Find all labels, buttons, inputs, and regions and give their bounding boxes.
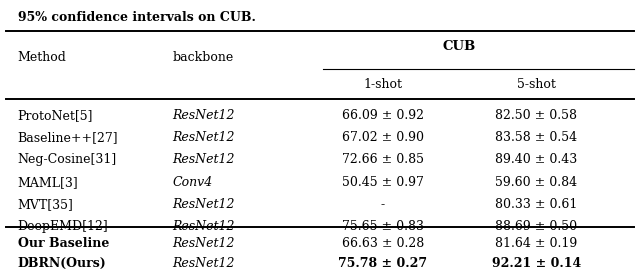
Text: 80.33 ± 0.61: 80.33 ± 0.61 xyxy=(495,198,577,211)
Text: 88.69 ± 0.50: 88.69 ± 0.50 xyxy=(495,220,577,233)
Text: Our Baseline: Our Baseline xyxy=(18,237,109,250)
Text: 83.58 ± 0.54: 83.58 ± 0.54 xyxy=(495,131,577,144)
Text: MAML[3]: MAML[3] xyxy=(18,176,79,189)
Text: ProtoNet[5]: ProtoNet[5] xyxy=(18,109,93,122)
Text: ResNet12: ResNet12 xyxy=(173,220,235,233)
Text: 66.63 ± 0.28: 66.63 ± 0.28 xyxy=(342,237,424,250)
Text: 59.60 ± 0.84: 59.60 ± 0.84 xyxy=(495,176,577,189)
Text: 95% confidence intervals on CUB.: 95% confidence intervals on CUB. xyxy=(18,11,255,24)
Text: ResNet12: ResNet12 xyxy=(173,237,235,250)
Text: -: - xyxy=(381,198,385,211)
Text: 50.45 ± 0.97: 50.45 ± 0.97 xyxy=(342,176,424,189)
Text: 1-shot: 1-shot xyxy=(364,78,402,91)
Text: MVT[35]: MVT[35] xyxy=(18,198,74,211)
Text: Neg-Cosine[31]: Neg-Cosine[31] xyxy=(18,153,117,166)
Text: 75.65 ± 0.83: 75.65 ± 0.83 xyxy=(342,220,424,233)
Text: 67.02 ± 0.90: 67.02 ± 0.90 xyxy=(342,131,424,144)
Text: CUB: CUB xyxy=(443,40,476,53)
Text: 5-shot: 5-shot xyxy=(517,78,556,91)
Text: 82.50 ± 0.58: 82.50 ± 0.58 xyxy=(495,109,577,122)
Text: 81.64 ± 0.19: 81.64 ± 0.19 xyxy=(495,237,577,250)
Text: ResNet12: ResNet12 xyxy=(173,257,235,270)
Text: DeepEMD[12]: DeepEMD[12] xyxy=(18,220,108,233)
Text: ResNet12: ResNet12 xyxy=(173,131,235,144)
Text: DBRN(Ours): DBRN(Ours) xyxy=(18,257,106,270)
Text: 75.78 ± 0.27: 75.78 ± 0.27 xyxy=(338,257,428,270)
Text: 89.40 ± 0.43: 89.40 ± 0.43 xyxy=(495,153,577,166)
Text: 66.09 ± 0.92: 66.09 ± 0.92 xyxy=(342,109,424,122)
Text: backbone: backbone xyxy=(173,51,234,63)
Text: Conv4: Conv4 xyxy=(173,176,213,189)
Text: 72.66 ± 0.85: 72.66 ± 0.85 xyxy=(342,153,424,166)
Text: Method: Method xyxy=(18,51,67,63)
Text: ResNet12: ResNet12 xyxy=(173,153,235,166)
Text: 92.21 ± 0.14: 92.21 ± 0.14 xyxy=(492,257,581,270)
Text: ResNet12: ResNet12 xyxy=(173,109,235,122)
Text: ResNet12: ResNet12 xyxy=(173,198,235,211)
Text: Baseline++[27]: Baseline++[27] xyxy=(18,131,118,144)
